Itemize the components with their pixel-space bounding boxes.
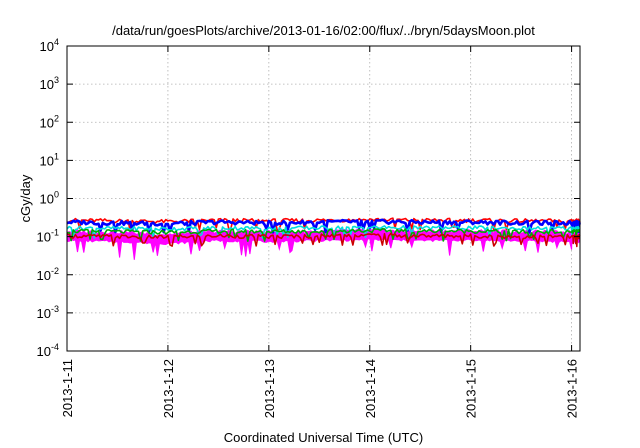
y-tick-label: 103 bbox=[40, 75, 59, 92]
y-tick-label: 104 bbox=[40, 37, 59, 54]
series-line-5 bbox=[66, 232, 581, 248]
x-tick-label: 2013-1-11 bbox=[60, 359, 75, 417]
plot-frame bbox=[66, 45, 581, 352]
series-group bbox=[66, 217, 581, 260]
axes: 10-4 10-3 10-2 10-1 100 101 102 103 104 2013-1-11… bbox=[37, 37, 581, 418]
x-tick-label: 2013-1-14 bbox=[363, 359, 378, 418]
y-tick-label: 10-2 bbox=[37, 266, 59, 283]
x-axis-label: Coordinated Universal Time (UTC) bbox=[224, 430, 423, 445]
grid bbox=[66, 46, 580, 351]
y-tick-label: 102 bbox=[40, 113, 59, 130]
series-line-2 bbox=[66, 218, 581, 234]
y-tick-label: 10-3 bbox=[37, 304, 59, 321]
y-tick-label: 10-1 bbox=[37, 228, 59, 245]
x-tick-label: 2013-1-16 bbox=[565, 359, 580, 418]
chart-title: /data/run/goesPlots/archive/2013-01-16/0… bbox=[112, 23, 535, 38]
x-tick-label: 2013-1-12 bbox=[161, 359, 176, 418]
x-tick-label: 2013-1-15 bbox=[464, 359, 479, 418]
y-axis-label: cGy/day bbox=[18, 174, 33, 222]
x-tick-label: 2013-1-13 bbox=[262, 359, 277, 418]
y-tick-label: 101 bbox=[40, 151, 59, 168]
y-tick-label: 100 bbox=[40, 190, 59, 207]
y-tick-label: 10-4 bbox=[37, 342, 59, 359]
